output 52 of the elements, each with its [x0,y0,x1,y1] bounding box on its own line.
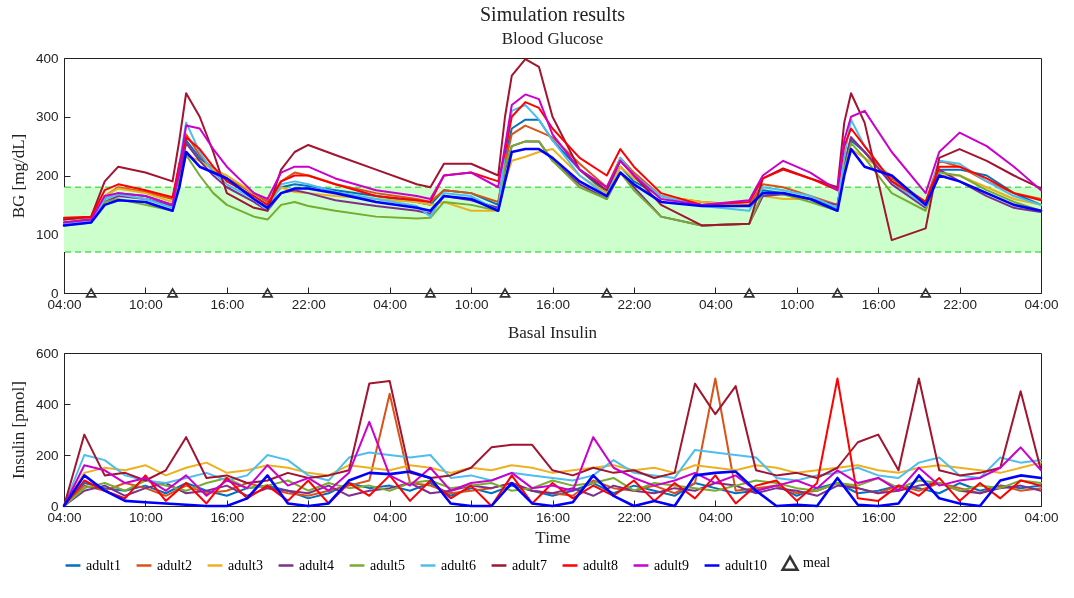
x-axis-title: Time [535,528,571,547]
x-tick-label: 22:00 [617,509,652,525]
x-tick-label: 22:00 [943,296,977,312]
y-tick-label: 400 [35,396,59,412]
legend-label: adult5 [370,557,405,573]
x-tick-label: 04:00 [373,296,408,312]
x-tick-label: 04:00 [698,296,733,312]
legend-label: adult7 [512,557,547,573]
y-axis-title: Insulin [pmol] [8,381,28,479]
legend-label: adult2 [157,557,192,573]
legend-label: adult10 [725,557,767,573]
x-tick-label: 16:00 [210,296,245,312]
y-tick-label: 200 [35,447,59,463]
legend-label: adult3 [228,557,263,573]
x-tick-label: 10:00 [454,509,489,525]
line-series [63,377,1042,507]
x-tick-label: 22:00 [943,509,977,525]
y-tick-label: 100 [35,226,59,242]
x-tick-label: 22:00 [617,296,652,312]
x-tick-label: 16:00 [861,296,896,312]
legend-label: meal [803,555,831,571]
x-tick-label: 16:00 [536,509,570,525]
x-tick-label: 10:00 [780,296,815,312]
x-tick-label: 16:00 [536,296,570,312]
legend-label: adult4 [299,557,334,573]
y-tick-label: 0 [50,498,59,514]
y-tick-label: 200 [35,168,59,183]
legend-label: adult9 [654,557,689,573]
x-tick-label: 04:00 [373,509,408,525]
x-tick-label: 16:00 [210,509,245,525]
y-tick-label: 600 [35,345,59,361]
y-tick-label: 400 [35,50,59,66]
x-tick-label: 22:00 [291,509,326,525]
y-tick-label: 0 [50,285,59,301]
legend-label: adult1 [86,557,121,573]
chart-title: Simulation results [480,3,626,25]
legend-label: adult6 [441,557,476,573]
x-tick-label: 04:00 [1024,509,1059,525]
x-tick-label: 04:00 [1024,296,1059,312]
x-tick-label: 10:00 [129,509,163,525]
x-tick-label: 16:00 [861,509,896,525]
x-tick-label: 04:00 [698,509,733,525]
legend-label: adult8 [583,557,618,573]
chart-title: Basal Insulin [507,323,598,342]
y-axis-title: BG [mg/dL] [8,133,28,219]
x-tick-label: 22:00 [291,296,326,312]
chart-subtitle: Blood Glucose [501,29,604,48]
x-tick-label: 10:00 [129,296,163,312]
y-tick-label: 300 [35,109,59,125]
x-tick-label: 10:00 [454,296,489,312]
line-series [62,470,1043,508]
x-tick-label: 10:00 [780,509,815,525]
